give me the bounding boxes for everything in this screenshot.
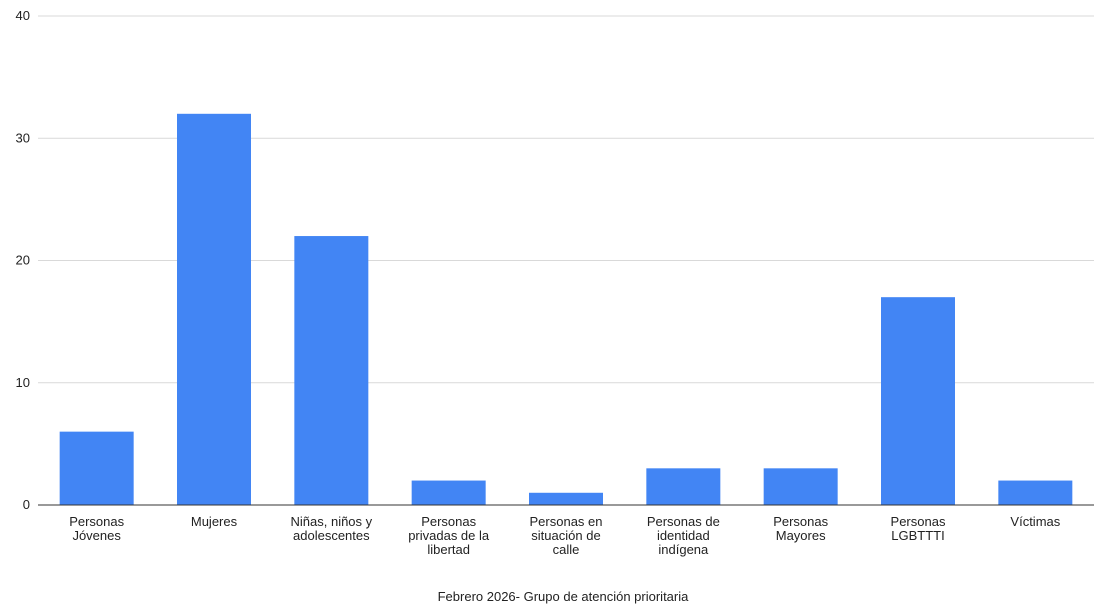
x-category-label: Personas Mayores [773,514,828,543]
x-category-label: Personas LGBTTTI [891,514,946,543]
x-category-label: Víctimas [1010,514,1060,529]
x-category-label-line: Jóvenes [72,528,121,543]
bar [59,431,134,505]
bar [763,468,838,505]
x-category-label-line: Personas de [647,514,720,529]
x-category-label: Personas de identidad indígena [647,514,720,557]
bar [411,480,486,505]
bar [646,468,721,505]
bar [177,113,251,506]
x-category-label-line: privadas de la [408,528,490,543]
x-category-label-line: Mayores [776,528,826,543]
x-category-label-line: Personas [421,514,476,529]
y-tick-label: 0 [23,497,30,512]
x-category-label: Personas en situación de calle [530,514,603,557]
bar [881,297,955,505]
x-category-label-line: Víctimas [1010,514,1060,529]
x-category-label: Personas privadas de la libertad [408,514,490,557]
x-category-label-line: Mujeres [191,514,238,529]
x-category-label-line: calle [553,542,580,557]
y-tick-label: 20 [16,253,30,268]
bars [59,113,1073,506]
x-category-label-line: Personas [69,514,124,529]
x-category-label-line: situación de [531,528,600,543]
y-tick-label: 10 [16,375,30,390]
x-category-label: Niñas, niños y adolescentes [291,514,373,543]
x-category-label-line: Niñas, niños y [291,514,373,529]
x-category-label-line: Personas [773,514,828,529]
y-tick-label: 40 [16,8,30,23]
x-category-label: Mujeres [191,514,238,529]
y-tick-label: 30 [16,130,30,145]
bar [529,492,603,505]
x-category-label-line: identidad [657,528,710,543]
bar [294,236,369,506]
x-category-label-line: indígena [658,542,709,557]
x-category-label-line: adolescentes [293,528,370,543]
x-category-label-line: Personas en [530,514,603,529]
x-category-label-line: Personas [891,514,946,529]
bar [998,480,1073,505]
y-axis-ticks: 0 10 20 30 40 [16,8,30,512]
x-category-label-line: libertad [427,542,470,557]
x-axis-label: Febrero 2026- Grupo de atención priorita… [438,589,690,604]
x-category-label: Personas Jóvenes [69,514,124,543]
x-category-label-line: LGBTTTI [891,528,944,543]
